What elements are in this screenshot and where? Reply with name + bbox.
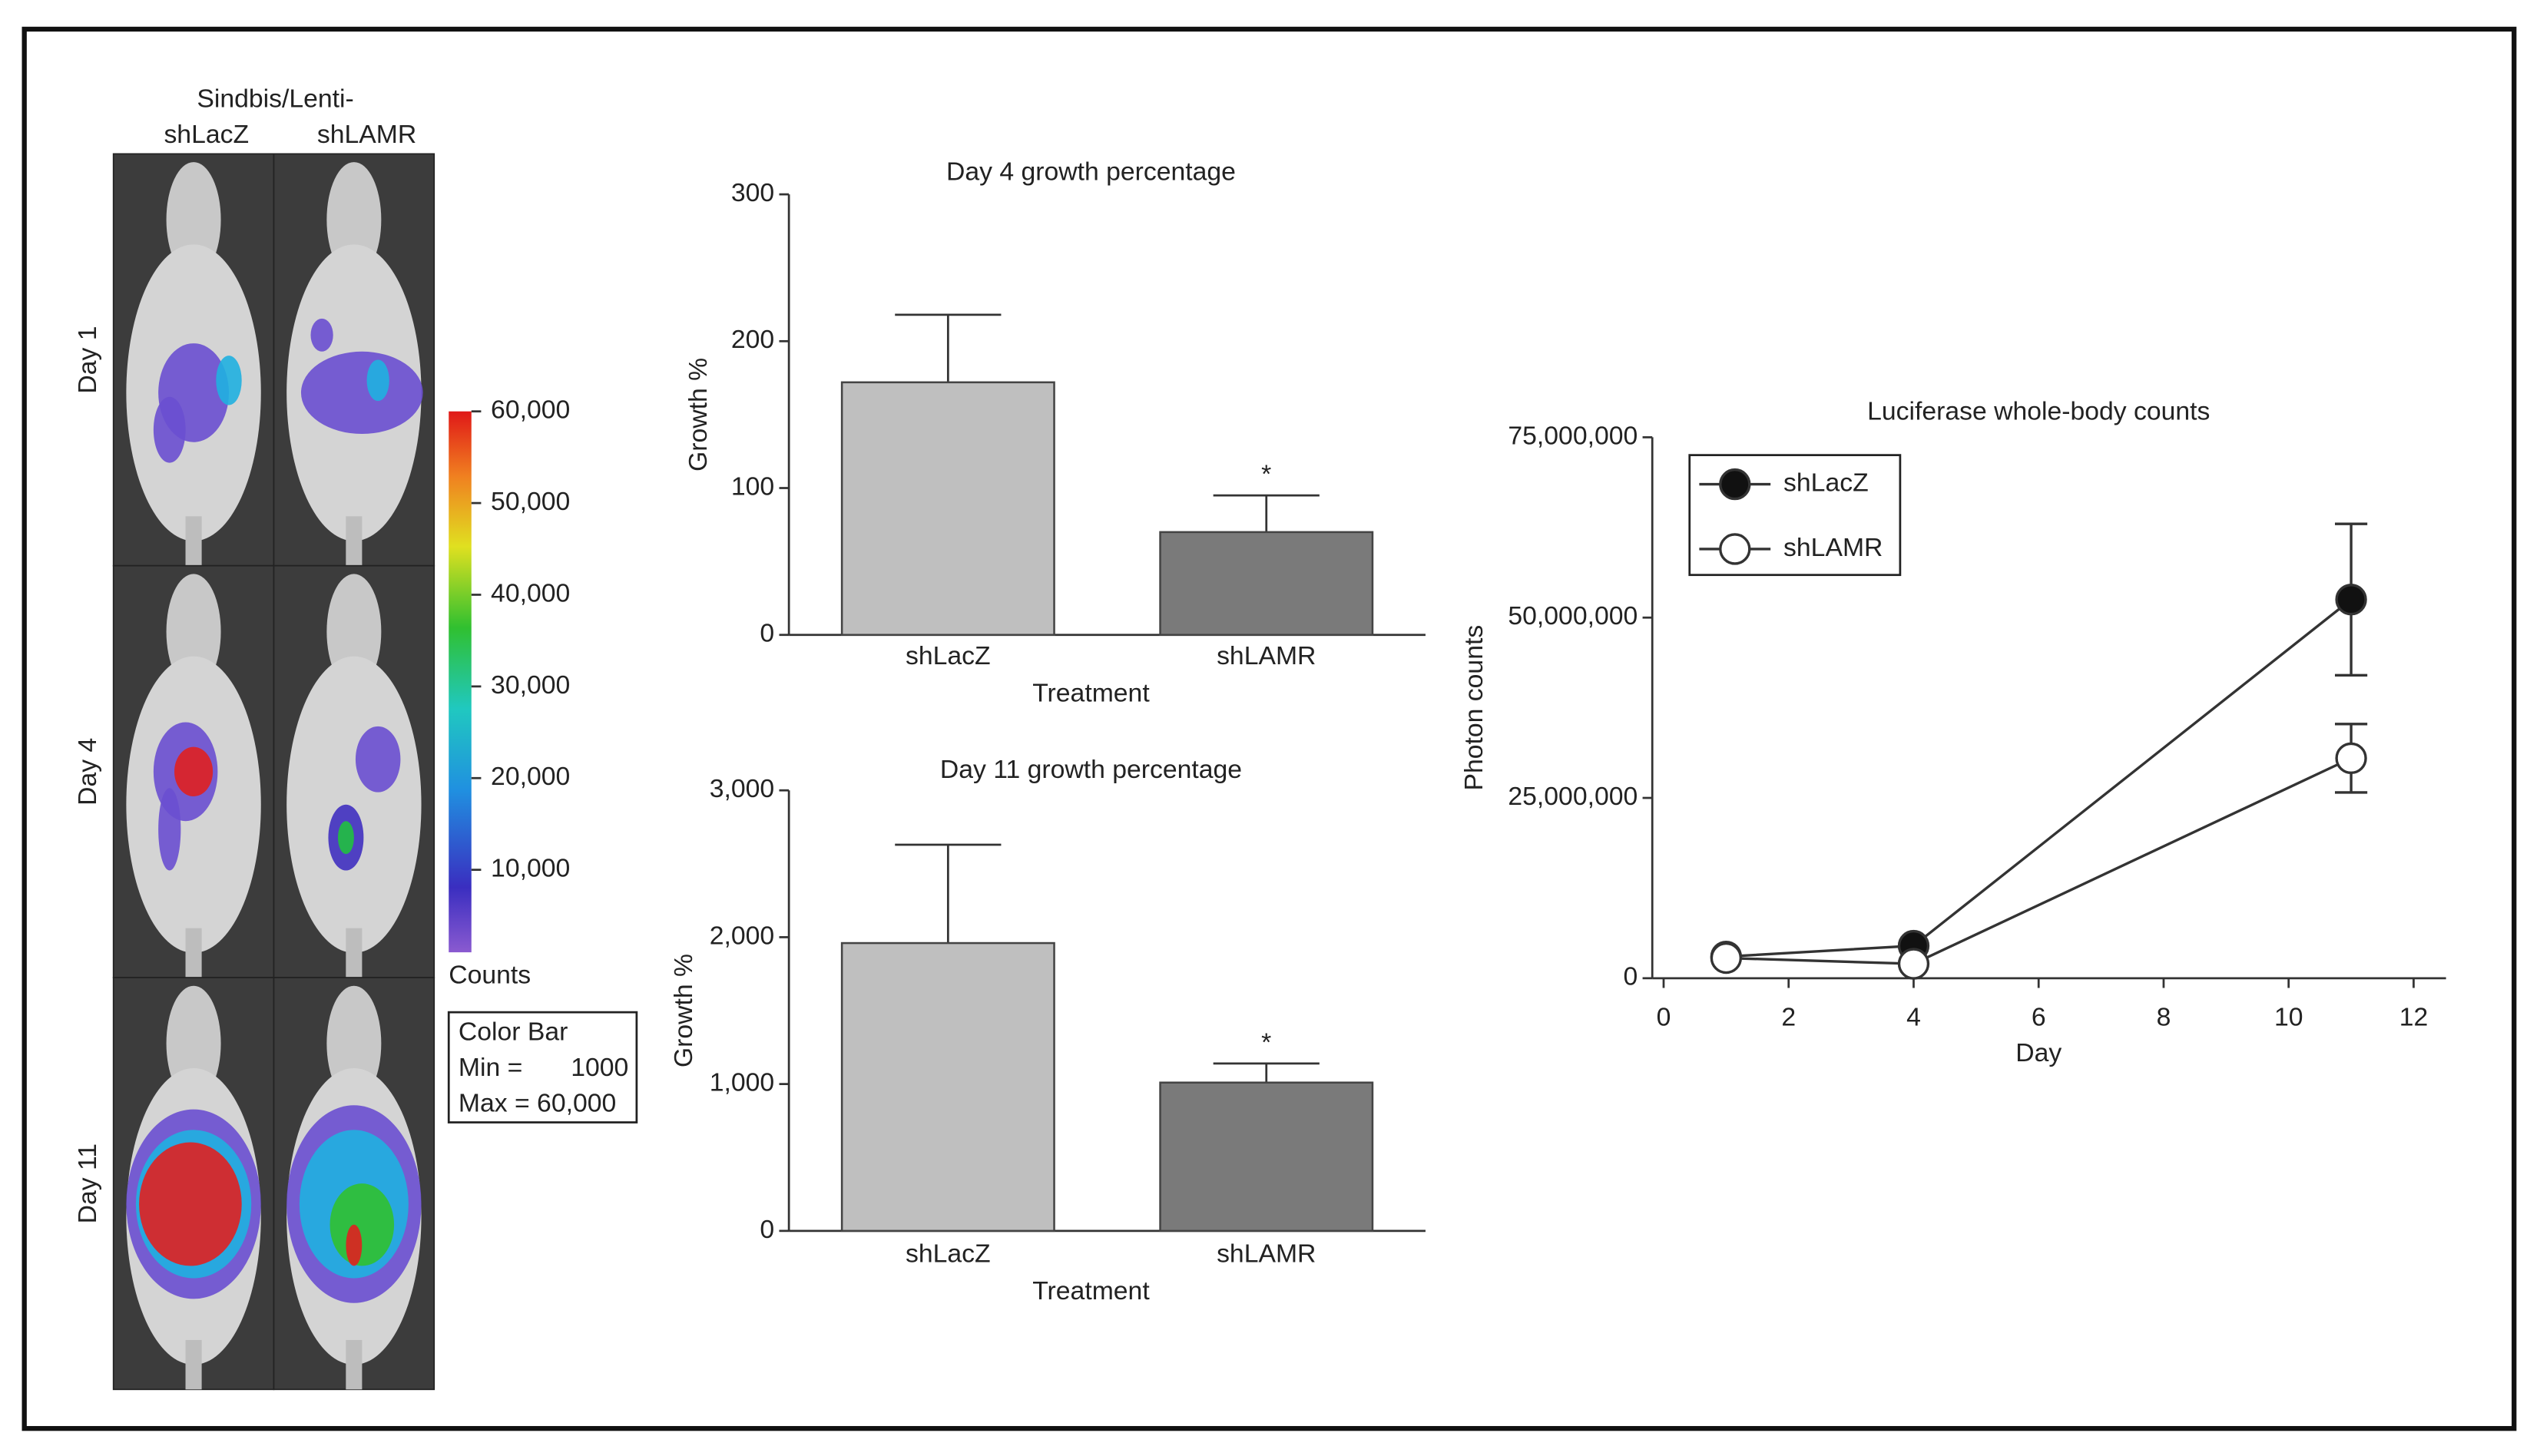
x-tick-label: shLacZ: [906, 1239, 991, 1268]
error-bar: [895, 843, 1002, 944]
box-title: Color Bar: [459, 1017, 568, 1046]
colorbar-tick-label: 40,000: [491, 578, 570, 607]
y-axis-label: Growth %: [684, 358, 713, 472]
y-tick-label: 0: [760, 1215, 774, 1244]
legend-marker: [1719, 468, 1751, 501]
x-tick-label: 6: [2032, 1002, 2046, 1031]
legend-marker: [1719, 533, 1751, 565]
mouse-tail: [185, 1339, 202, 1390]
x-tick-label: 12: [2399, 1002, 2429, 1031]
colorbar: [449, 411, 472, 953]
mouse-body: [286, 656, 422, 953]
signal-blob: [300, 351, 423, 435]
y-tick-label: 300: [731, 178, 774, 207]
y-tick-label: 1,000: [710, 1068, 774, 1097]
series-line: [1726, 598, 2353, 958]
x-tick-label: shLAMR: [1217, 641, 1316, 670]
y-tick-label: 2,000: [710, 921, 774, 950]
signal-blob: [366, 359, 389, 402]
chart-title: Luciferase whole-body counts: [1867, 397, 2210, 426]
x-axis-label: Treatment: [1032, 679, 1150, 708]
x-tick-label: 8: [2157, 1002, 2171, 1031]
error-bar: [1213, 494, 1320, 532]
colorbar-tick-label: 50,000: [491, 487, 570, 516]
mouse-tail: [185, 516, 202, 566]
signal-blob: [355, 726, 401, 793]
mouse-tail: [346, 516, 363, 566]
colorbar-label: Counts: [449, 961, 531, 990]
y-tick-label: 25,000,000: [1508, 782, 1638, 811]
error-bar: [895, 313, 1002, 382]
colorbar-tick-label: 60,000: [491, 395, 570, 425]
frame: [22, 26, 2517, 1431]
x-tick-label: 0: [1657, 1002, 1671, 1031]
marker: [2335, 742, 2367, 775]
marker: [2335, 584, 2367, 616]
chart-title: Day 4 growth percentage: [946, 157, 1236, 187]
colorbar-tick-label: 20,000: [491, 762, 570, 791]
y-tick-label: 75,000,000: [1508, 421, 1638, 450]
box-min-label: Min =: [459, 1053, 522, 1082]
legend-label: shLAMR: [1783, 533, 1883, 562]
y-tick-label: 100: [731, 472, 774, 501]
x-tick-label: 4: [1906, 1002, 1921, 1031]
bar: [840, 381, 1055, 636]
signal-blob: [310, 318, 333, 352]
signal-blob: [337, 821, 354, 855]
y-tick-label: 3,000: [710, 774, 774, 803]
y-tick-label: 0: [760, 619, 774, 648]
column-label: shLAMR: [317, 120, 416, 149]
box-max: Max = 60,000: [459, 1088, 616, 1117]
signal-blob: [174, 746, 214, 797]
signal-blob: [153, 396, 186, 463]
signal-blob: [139, 1142, 242, 1266]
signal-blob: [330, 1183, 395, 1266]
mouse-tail: [346, 928, 363, 978]
y-axis-label: Growth %: [669, 954, 698, 1067]
colorbar-tick-label: 10,000: [491, 854, 570, 883]
box-min: 1000: [571, 1053, 628, 1082]
row-label: Day 4: [73, 738, 102, 806]
bar: [1159, 531, 1374, 636]
signal-blob: [158, 788, 181, 871]
chart-title: Day 11 growth percentage: [940, 755, 1242, 784]
annotation: *: [1261, 1027, 1271, 1057]
y-axis-label: Photon counts: [1459, 625, 1489, 791]
column-label: shLacZ: [164, 120, 249, 149]
legend-label: shLacZ: [1783, 468, 1869, 498]
y-tick-label: 200: [731, 325, 774, 354]
signal-blob: [216, 356, 242, 405]
colorbar-tick-label: 30,000: [491, 670, 570, 700]
x-tick-label: shLacZ: [906, 641, 991, 670]
series-line: [1726, 756, 2352, 965]
marker: [1897, 948, 1930, 980]
mouse-tail: [185, 928, 202, 978]
error-bar: [1213, 1062, 1320, 1083]
row-label: Day 11: [73, 1143, 102, 1223]
x-tick-label: shLAMR: [1217, 1239, 1316, 1268]
bar: [840, 941, 1055, 1233]
y-tick-label: 50,000,000: [1508, 601, 1638, 630]
x-tick-label: 10: [2274, 1002, 2303, 1031]
y-tick-label: 0: [1623, 962, 1638, 991]
signal-blob: [346, 1224, 363, 1266]
annotation: *: [1261, 460, 1271, 489]
row-label: Day 1: [73, 326, 102, 393]
panel-header: Sindbis/Lenti-: [197, 84, 353, 114]
x-axis-label: Day: [2015, 1038, 2061, 1067]
marker: [1710, 941, 1743, 975]
colorbar-box: [447, 1011, 638, 1123]
mouse-tail: [346, 1339, 363, 1390]
x-tick-label: 2: [1781, 1002, 1796, 1031]
bar: [1159, 1081, 1374, 1233]
x-axis-label: Treatment: [1032, 1276, 1150, 1305]
